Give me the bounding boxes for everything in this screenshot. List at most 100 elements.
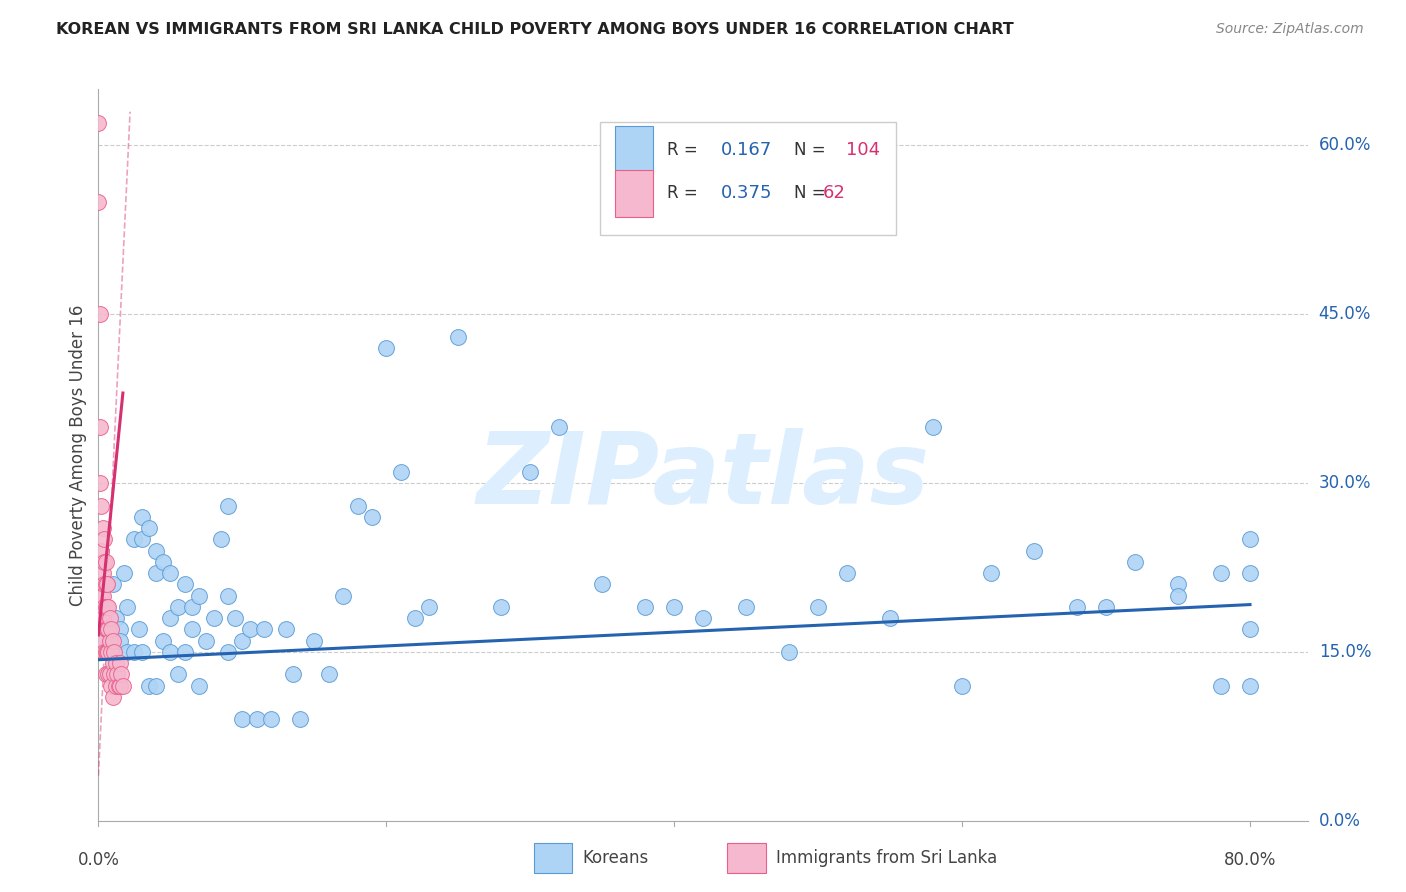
Point bbox=[108, 633, 131, 648]
Point bbox=[166, 667, 188, 681]
Point bbox=[274, 623, 297, 637]
Point bbox=[101, 656, 124, 670]
Point bbox=[548, 419, 571, 434]
Text: Immigrants from Sri Lanka: Immigrants from Sri Lanka bbox=[776, 849, 997, 867]
Point bbox=[217, 499, 239, 513]
Point bbox=[1167, 577, 1189, 591]
Point bbox=[94, 599, 117, 614]
Text: KOREAN VS IMMIGRANTS FROM SRI LANKA CHILD POVERTY AMONG BOYS UNDER 16 CORRELATIO: KOREAN VS IMMIGRANTS FROM SRI LANKA CHIL… bbox=[56, 22, 1014, 37]
Text: 15.0%: 15.0% bbox=[1319, 643, 1371, 661]
Point bbox=[1211, 566, 1233, 580]
Point bbox=[253, 623, 276, 637]
Point bbox=[91, 611, 114, 625]
Point bbox=[87, 116, 110, 130]
Point bbox=[152, 555, 174, 569]
Point bbox=[124, 645, 146, 659]
Point bbox=[100, 623, 122, 637]
Point bbox=[100, 645, 122, 659]
Point bbox=[519, 465, 541, 479]
Point bbox=[879, 611, 901, 625]
Point bbox=[231, 633, 253, 648]
Point bbox=[1239, 566, 1261, 580]
Text: 45.0%: 45.0% bbox=[1319, 305, 1371, 323]
Text: 104: 104 bbox=[845, 141, 880, 159]
Point bbox=[97, 667, 120, 681]
Point bbox=[1066, 599, 1088, 614]
Point bbox=[115, 599, 138, 614]
Point bbox=[89, 419, 111, 434]
FancyBboxPatch shape bbox=[614, 126, 654, 173]
Text: ZIPatlas: ZIPatlas bbox=[477, 428, 929, 525]
Point bbox=[634, 599, 657, 614]
Point bbox=[1123, 555, 1146, 569]
Point bbox=[96, 645, 118, 659]
Point bbox=[145, 679, 167, 693]
Point bbox=[110, 667, 132, 681]
Point bbox=[231, 712, 253, 726]
Point bbox=[103, 667, 125, 681]
Point bbox=[188, 589, 211, 603]
Point bbox=[281, 667, 304, 681]
Point bbox=[159, 566, 181, 580]
Point bbox=[404, 611, 426, 625]
Text: R =: R = bbox=[666, 141, 703, 159]
Point bbox=[166, 599, 188, 614]
Point bbox=[807, 599, 830, 614]
Point bbox=[96, 577, 118, 591]
Point bbox=[950, 679, 973, 693]
Text: 0.0%: 0.0% bbox=[1319, 812, 1361, 830]
Point bbox=[94, 645, 117, 659]
Point bbox=[97, 645, 120, 659]
Text: 30.0%: 30.0% bbox=[1319, 474, 1371, 492]
Text: 80.0%: 80.0% bbox=[1223, 851, 1277, 869]
Point bbox=[1239, 623, 1261, 637]
Point bbox=[91, 521, 114, 535]
Point bbox=[692, 611, 714, 625]
Point bbox=[101, 633, 124, 648]
FancyBboxPatch shape bbox=[534, 843, 572, 873]
Point bbox=[152, 633, 174, 648]
Point bbox=[922, 419, 945, 434]
Point bbox=[246, 712, 269, 726]
Point bbox=[138, 679, 160, 693]
Point bbox=[98, 633, 121, 648]
Text: R =: R = bbox=[666, 185, 703, 202]
Point bbox=[173, 577, 195, 591]
Point bbox=[835, 566, 858, 580]
Point bbox=[91, 566, 114, 580]
Point bbox=[1239, 679, 1261, 693]
Point bbox=[101, 577, 124, 591]
Point bbox=[217, 645, 239, 659]
Point bbox=[239, 623, 262, 637]
Point bbox=[202, 611, 225, 625]
Point bbox=[318, 667, 340, 681]
Point bbox=[91, 589, 114, 603]
Point bbox=[104, 679, 127, 693]
Text: N =: N = bbox=[793, 185, 831, 202]
Point bbox=[97, 599, 120, 614]
Text: Source: ZipAtlas.com: Source: ZipAtlas.com bbox=[1216, 22, 1364, 37]
Point bbox=[108, 623, 131, 637]
Point bbox=[173, 645, 195, 659]
Text: 60.0%: 60.0% bbox=[1319, 136, 1371, 154]
Point bbox=[375, 341, 398, 355]
Point bbox=[224, 611, 246, 625]
Point bbox=[93, 533, 115, 547]
FancyBboxPatch shape bbox=[614, 169, 654, 218]
Point bbox=[1095, 599, 1118, 614]
FancyBboxPatch shape bbox=[727, 843, 766, 873]
Point bbox=[90, 543, 112, 558]
Point bbox=[346, 499, 368, 513]
Point bbox=[107, 679, 129, 693]
Point bbox=[90, 589, 112, 603]
Point bbox=[591, 577, 613, 591]
Point bbox=[181, 599, 204, 614]
Point bbox=[93, 577, 115, 591]
Point bbox=[104, 656, 127, 670]
Point bbox=[159, 645, 181, 659]
Point bbox=[98, 667, 121, 681]
FancyBboxPatch shape bbox=[600, 122, 897, 235]
Point bbox=[91, 633, 114, 648]
Point bbox=[100, 679, 122, 693]
Point bbox=[447, 330, 470, 344]
